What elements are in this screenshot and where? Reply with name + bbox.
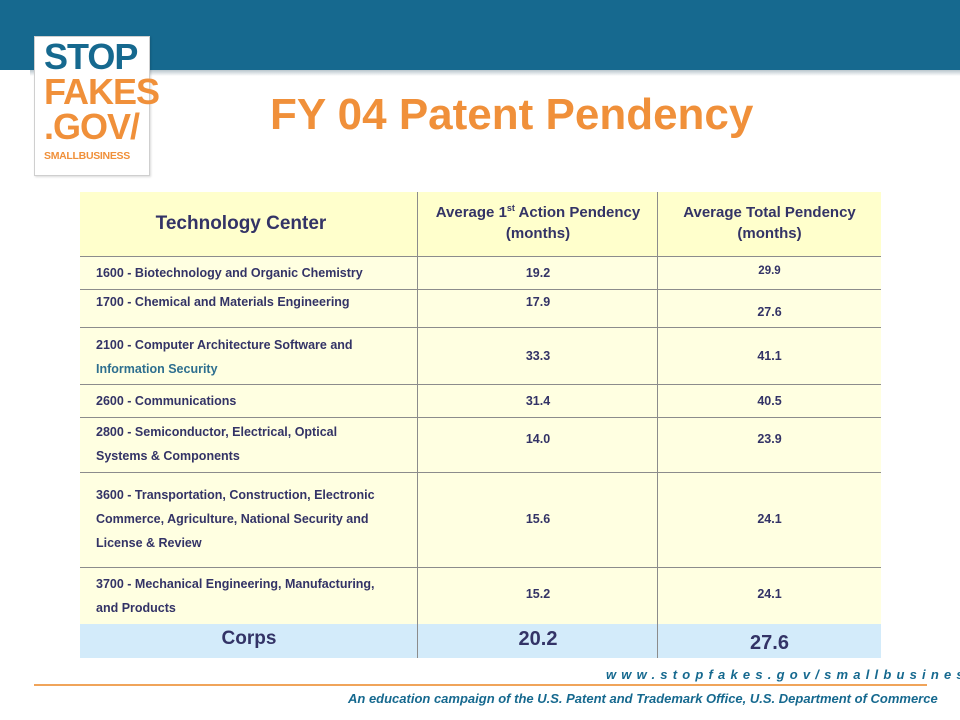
tech-center-cell: 2100 - Computer Architecture Software an… bbox=[96, 333, 416, 381]
table-row: 1600 - Biotechnology and Organic Chemist… bbox=[80, 257, 881, 290]
header-first-action-rest: Action Pendency bbox=[514, 204, 641, 221]
header-technology-center: Technology Center bbox=[155, 213, 327, 234]
total-pendency-cell: 29.9 bbox=[758, 265, 781, 277]
corps-label: Corps bbox=[221, 628, 277, 649]
total-pendency-cell: 41.1 bbox=[757, 349, 782, 363]
first-action-cell: 17.9 bbox=[525, 295, 551, 309]
tech-center-line: 2800 - Semiconductor, Electrical, Optica… bbox=[96, 425, 338, 439]
tech-center-cell: 2800 - Semiconductor, Electrical, Optica… bbox=[96, 420, 416, 468]
first-action-cell: 33.3 bbox=[525, 349, 551, 363]
table-row: 2600 - Communications 31.4 40.5 bbox=[80, 385, 881, 418]
footer-divider bbox=[34, 684, 927, 686]
tech-center-line: Systems & Components bbox=[96, 449, 240, 463]
corps-total-pendency: 27.6 bbox=[750, 632, 789, 654]
table-row: 2100 - Computer Architecture Software an… bbox=[80, 328, 881, 385]
total-pendency-cell: 24.1 bbox=[757, 587, 782, 601]
first-action-cell: 14.0 bbox=[525, 432, 551, 446]
first-action-cell: 19.2 bbox=[525, 266, 551, 280]
stopfakes-logo[interactable]: STOP FAKES .GOV/ SMALLBUSINESS bbox=[34, 36, 160, 176]
top-banner bbox=[0, 0, 960, 70]
tech-center-cell: 2600 - Communications bbox=[96, 394, 237, 408]
logo-line-gov: .GOV/ bbox=[44, 106, 140, 147]
column-divider bbox=[417, 192, 418, 658]
corps-first-action: 20.2 bbox=[518, 628, 558, 650]
header-first-action-sup: st bbox=[506, 203, 515, 213]
banner-shadow bbox=[30, 70, 960, 76]
tech-center-line: 3600 - Transportation, Construction, Ele… bbox=[96, 488, 375, 502]
total-pendency-cell: 23.9 bbox=[757, 432, 782, 446]
tech-center-line: License & Review bbox=[96, 536, 202, 550]
header-total-pendency: Average Total Pendency (months) bbox=[658, 202, 881, 244]
table-header-row: Technology Center Average 1st Action Pen… bbox=[80, 192, 881, 257]
tech-center-line: 3700 - Mechanical Engineering, Manufactu… bbox=[96, 577, 375, 591]
tech-center-cell: 3700 - Mechanical Engineering, Manufactu… bbox=[96, 572, 416, 620]
tech-center-line: and Products bbox=[96, 601, 176, 615]
header-first-action-pendency: Average 1st Action Pendency (months) bbox=[418, 202, 658, 244]
column-divider bbox=[657, 192, 658, 658]
tech-center-line: Information Security bbox=[96, 362, 218, 376]
total-pendency-cell: 24.1 bbox=[757, 512, 782, 526]
footer-website-link[interactable]: www.stopfakes.gov/smallbusiness bbox=[606, 667, 960, 682]
pendency-table: Technology Center Average 1st Action Pen… bbox=[80, 192, 881, 658]
table-row: 1700 - Chemical and Materials Engineerin… bbox=[80, 290, 881, 328]
corps-summary-row: Corps 20.2 27.6 bbox=[80, 624, 881, 658]
logo-line-stop: STOP bbox=[44, 36, 138, 77]
tech-center-cell: 1700 - Chemical and Materials Engineerin… bbox=[96, 295, 350, 309]
header-first-action-units: (months) bbox=[505, 225, 571, 242]
first-action-cell: 15.6 bbox=[525, 512, 551, 526]
table-row: 3600 - Transportation, Construction, Ele… bbox=[80, 473, 881, 568]
total-pendency-cell: 27.6 bbox=[757, 305, 782, 319]
page-title: FY 04 Patent Pendency bbox=[270, 90, 754, 139]
table-row: 3700 - Mechanical Engineering, Manufactu… bbox=[80, 568, 881, 624]
tech-center-line: 2100 - Computer Architecture Software an… bbox=[96, 338, 353, 352]
table-row: 2800 - Semiconductor, Electrical, Optica… bbox=[80, 418, 881, 473]
tech-center-cell: 3600 - Transportation, Construction, Ele… bbox=[96, 483, 416, 555]
first-action-cell: 15.2 bbox=[525, 587, 551, 601]
tech-center-cell: 1600 - Biotechnology and Organic Chemist… bbox=[96, 266, 363, 280]
header-total-text: Average Total Pendency bbox=[683, 204, 856, 221]
first-action-cell: 31.4 bbox=[525, 394, 551, 408]
total-pendency-cell: 40.5 bbox=[757, 394, 782, 408]
logo-line-smallbusiness: SMALLBUSINESS bbox=[44, 150, 130, 162]
tech-center-line: Commerce, Agriculture, National Security… bbox=[96, 512, 369, 526]
logo-line-fakes: FAKES bbox=[44, 71, 160, 112]
footer-campaign-note: An education campaign of the U.S. Patent… bbox=[348, 691, 938, 706]
header-total-units: (months) bbox=[737, 225, 802, 242]
header-first-action-text: Average 1 bbox=[435, 204, 507, 221]
